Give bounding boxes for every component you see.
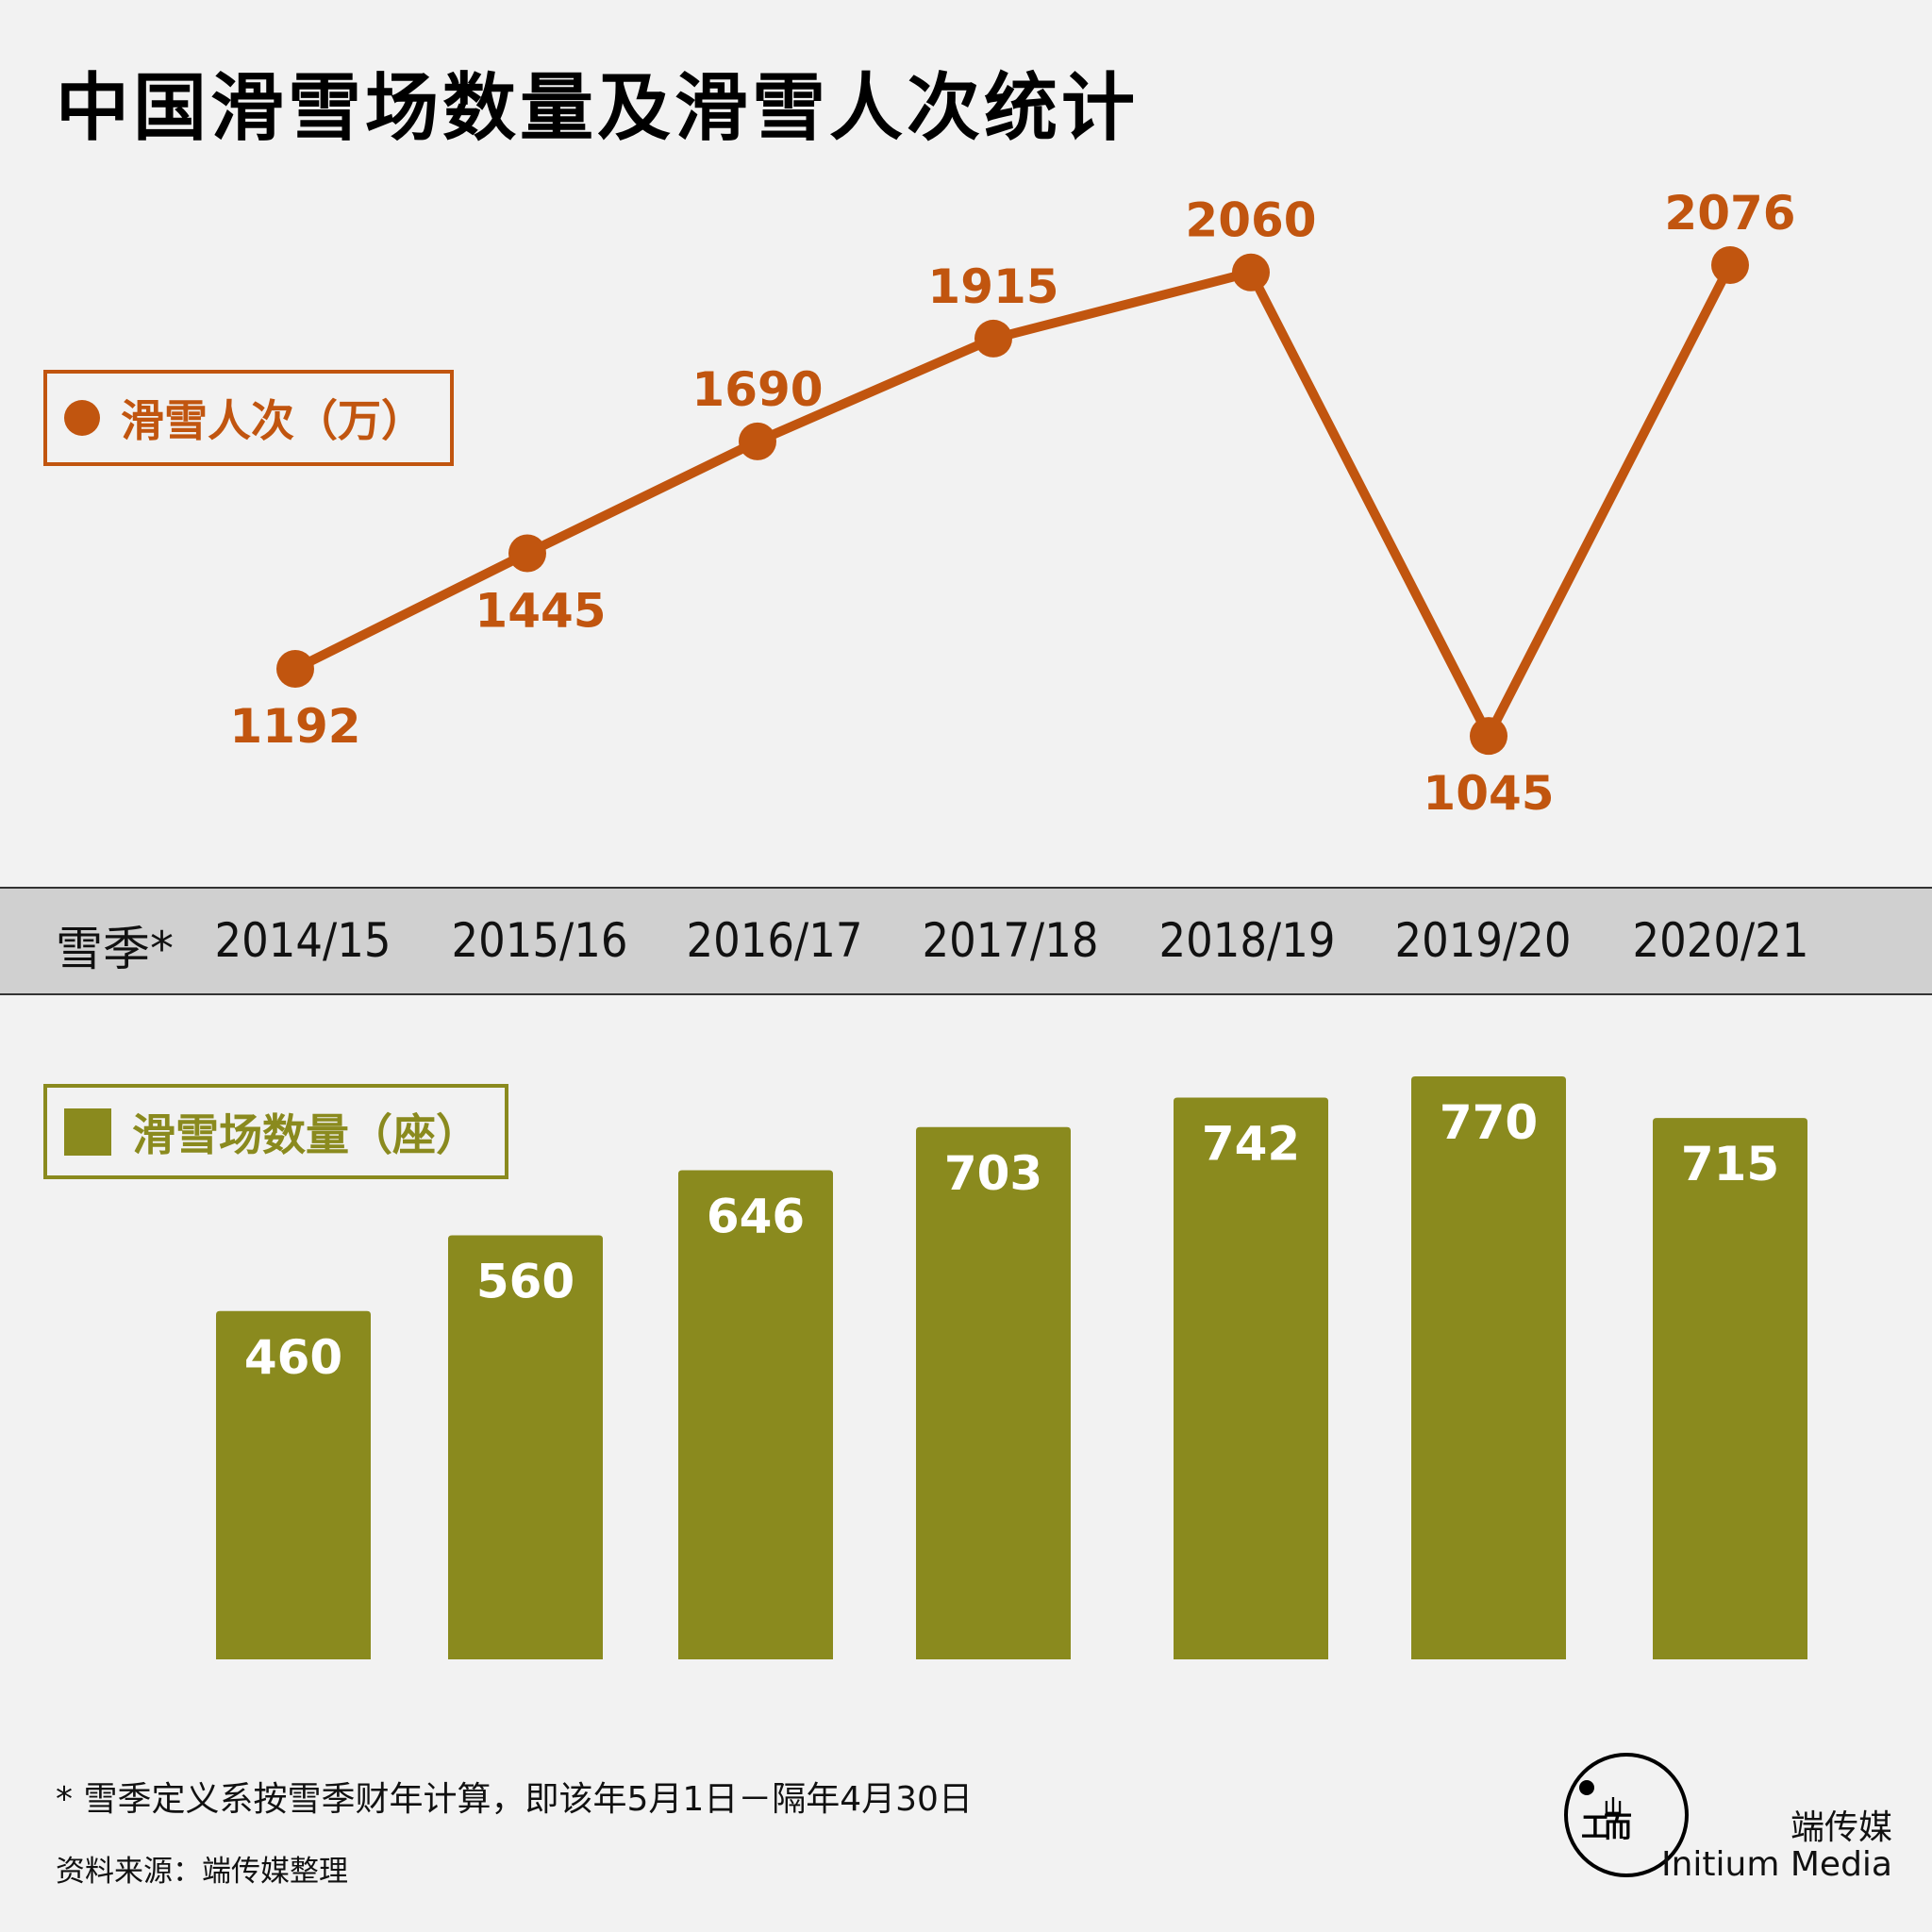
source-note: 资料来源：端传媒整理: [56, 1855, 348, 1889]
season-tick-label: 2018/19: [1158, 913, 1336, 968]
resort-data-label: 715: [1681, 1137, 1779, 1191]
season-tick-label: 2017/18: [922, 913, 1099, 968]
visits-line: [292, 262, 1735, 741]
visits-data-label: 1915: [927, 259, 1058, 314]
resort-bar: [1411, 1075, 1566, 1659]
season-axis-band: [0, 887, 1932, 995]
season-tick-label: 2019/20: [1394, 913, 1572, 968]
legend-square-icon: [64, 1108, 111, 1156]
resort-bar: [216, 1310, 371, 1659]
resort-data-label: 560: [476, 1255, 575, 1309]
resort-bar: [678, 1170, 833, 1659]
svg-text:工: 工: [1581, 1811, 1609, 1844]
resort-bar: [1653, 1118, 1807, 1659]
visits-point: [739, 422, 776, 460]
resort-data-label: 703: [944, 1146, 1042, 1201]
visits-point: [276, 650, 314, 688]
legend-ski-resorts: 滑雪场数量（座）: [43, 1084, 508, 1179]
resort-bar: [916, 1126, 1071, 1659]
resort-bar: [448, 1235, 603, 1659]
chart-title: 中国滑雪场数量及滑雪人次统计: [56, 66, 1140, 151]
season-axis-label: 雪季*: [56, 922, 174, 976]
visits-data-label: 2060: [1185, 193, 1316, 248]
visits-point: [1470, 717, 1507, 756]
visits-data-label: 1445: [475, 583, 606, 638]
legend-label: 滑雪人次（万）: [121, 395, 425, 446]
visits-data-label: 1192: [229, 699, 360, 754]
initium-logo-icon: 工 山 而: [1564, 1753, 1689, 1877]
visits-data-label: 2076: [1664, 186, 1795, 241]
visits-data-label: 1690: [691, 362, 823, 417]
resort-data-label: 460: [244, 1330, 342, 1385]
resort-data-label: 646: [707, 1190, 805, 1244]
season-tick-label: 2020/21: [1632, 913, 1809, 968]
season-tick-label: 2016/17: [686, 913, 863, 968]
season-tick-label: 2015/16: [451, 913, 628, 968]
visits-point: [1711, 245, 1749, 284]
visits-point: [1232, 253, 1270, 291]
brand-name-en: Initium Media: [1660, 1845, 1892, 1884]
visits-point: [508, 534, 546, 573]
svg-text:而: 而: [1604, 1811, 1632, 1844]
legend-dot-icon: [64, 400, 100, 436]
svg-text:山: 山: [1604, 1795, 1623, 1818]
legend-ski-visits: 滑雪人次（万）: [43, 370, 454, 466]
season-tick-label: 2014/15: [214, 913, 391, 968]
footnote: * 雪季定义系按雪季财年计算，即该年5月1日－隔年4月30日: [56, 1780, 973, 1819]
resort-data-label: 742: [1202, 1116, 1300, 1171]
resort-bar: [1174, 1097, 1328, 1659]
visits-data-label: 1045: [1423, 766, 1554, 821]
visits-point: [974, 319, 1012, 358]
legend-label: 滑雪场数量（座）: [132, 1108, 479, 1160]
resort-data-label: 770: [1440, 1095, 1538, 1150]
brand-name-cn: 端传媒: [1790, 1808, 1892, 1847]
